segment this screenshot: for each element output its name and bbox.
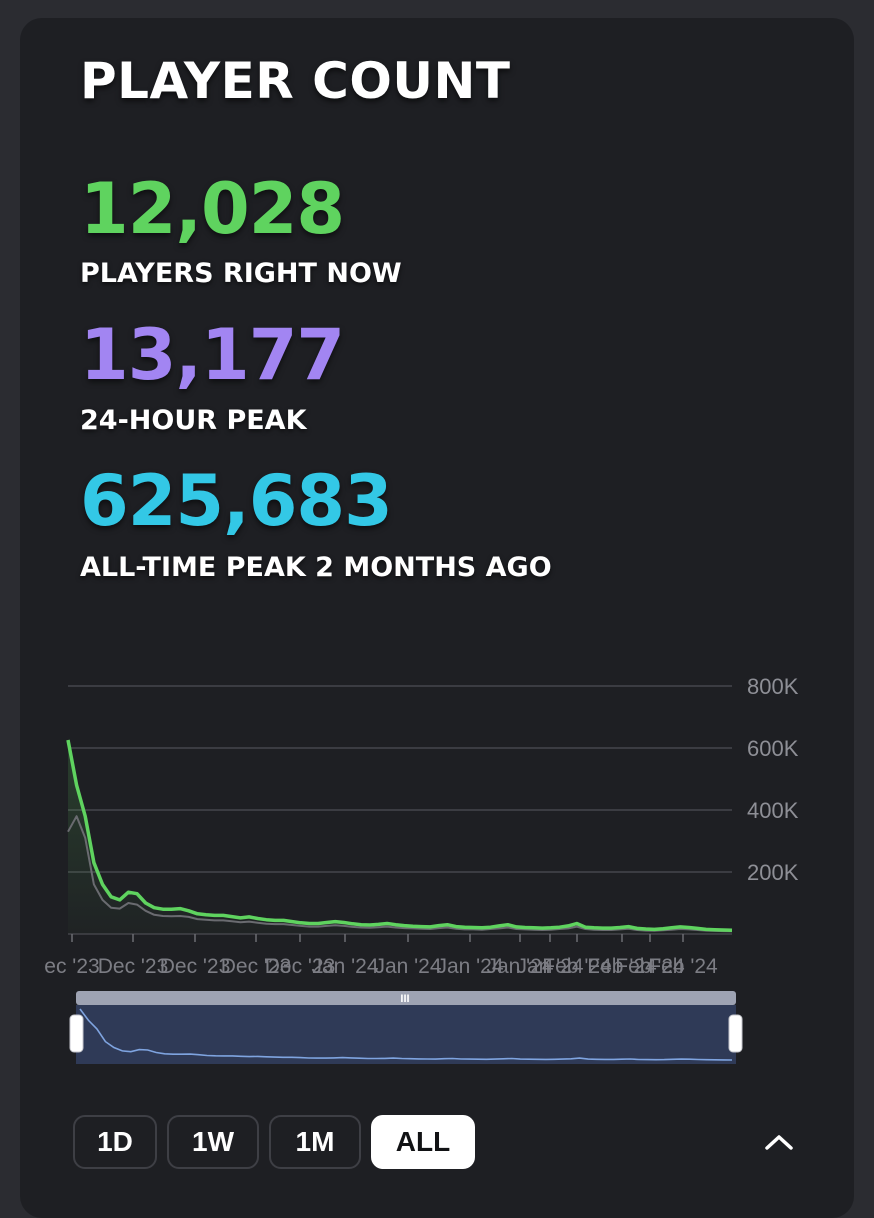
navigator-scrollbar[interactable]: [76, 991, 736, 1005]
series-line-players: [66, 739, 733, 933]
range-button-1m[interactable]: 1M: [269, 1115, 361, 1169]
y-tick-label: 200K: [747, 860, 799, 885]
x-tick-label: Dec '23: [160, 955, 231, 978]
navigator-selected-range[interactable]: [76, 1005, 736, 1064]
x-tick-label: Jan '24: [436, 955, 503, 978]
x-tick-label: Dec '23: [98, 955, 169, 978]
x-tick-label: Feb '24: [542, 955, 612, 978]
all-time-peak-label: ALL-TIME PEAK 2 MONTHS AGO: [80, 552, 552, 583]
collapse-button[interactable]: [755, 1118, 803, 1166]
chevron-up-icon: [765, 1135, 793, 1150]
chart-series: [66, 739, 733, 934]
y-tick-label: 800K: [747, 674, 799, 699]
x-tick-label: Feb '24: [648, 955, 718, 978]
page-title: PLAYER COUNT: [80, 52, 511, 110]
current-players-label: PLAYERS RIGHT NOW: [80, 258, 402, 289]
all-time-peak-value: 625,683: [80, 460, 393, 542]
x-tick-label: Jan '24: [516, 955, 583, 978]
navigator-grip-icon: III: [400, 993, 409, 1005]
peak-24h-value: 13,177: [80, 314, 345, 396]
x-tick-label: Feb '24: [587, 955, 657, 978]
navigator-right-handle[interactable]: [728, 1014, 743, 1053]
y-tick-label: 400K: [747, 798, 799, 823]
x-tick-label: Dec '23: [221, 955, 292, 978]
y-tick-label: 600K: [747, 736, 799, 761]
x-tick-label: Jan '24: [374, 955, 441, 978]
time-range-selector: 1D 1W 1M ALL: [73, 1115, 475, 1169]
x-tick-label: Dec '23: [265, 955, 336, 978]
series-area: [68, 740, 732, 934]
navigator-series-line: [79, 1008, 733, 1061]
x-tick-label: Feb '24: [615, 955, 685, 978]
x-tick-label: Jan '24: [311, 955, 378, 978]
y-axis-labels: 800K 600K 400K 200K: [747, 674, 799, 885]
peak-24h-label: 24-HOUR PEAK: [80, 405, 307, 436]
range-button-1d[interactable]: 1D: [73, 1115, 157, 1169]
series-line-secondary: [67, 815, 733, 933]
chart-gridlines: [68, 685, 732, 873]
range-button-all[interactable]: ALL: [371, 1115, 475, 1169]
x-tick-label: Jan '24: [486, 955, 553, 978]
x-tick-label: ec '23: [44, 955, 99, 978]
range-navigator[interactable]: III: [0, 985, 874, 1075]
range-button-1w[interactable]: 1W: [167, 1115, 259, 1169]
navigator-left-handle[interactable]: [69, 1014, 84, 1053]
current-players-value: 12,028: [80, 168, 345, 250]
